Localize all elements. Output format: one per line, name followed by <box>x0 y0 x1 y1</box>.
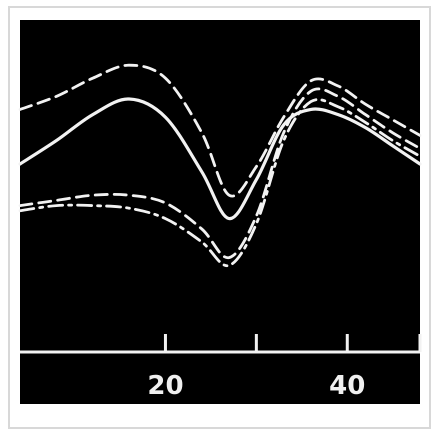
x-axis-ticks <box>163 334 422 352</box>
series-line-4 <box>18 98 422 267</box>
x-tick-label-40: 40 <box>329 371 365 401</box>
x-tick-label-20: 20 <box>147 371 183 401</box>
series-line-2 <box>18 97 422 221</box>
series-layer <box>18 63 422 267</box>
series-line-1 <box>18 63 422 198</box>
series-line-3 <box>18 87 422 260</box>
x-axis-tick-labels: 20 40 <box>147 371 365 401</box>
